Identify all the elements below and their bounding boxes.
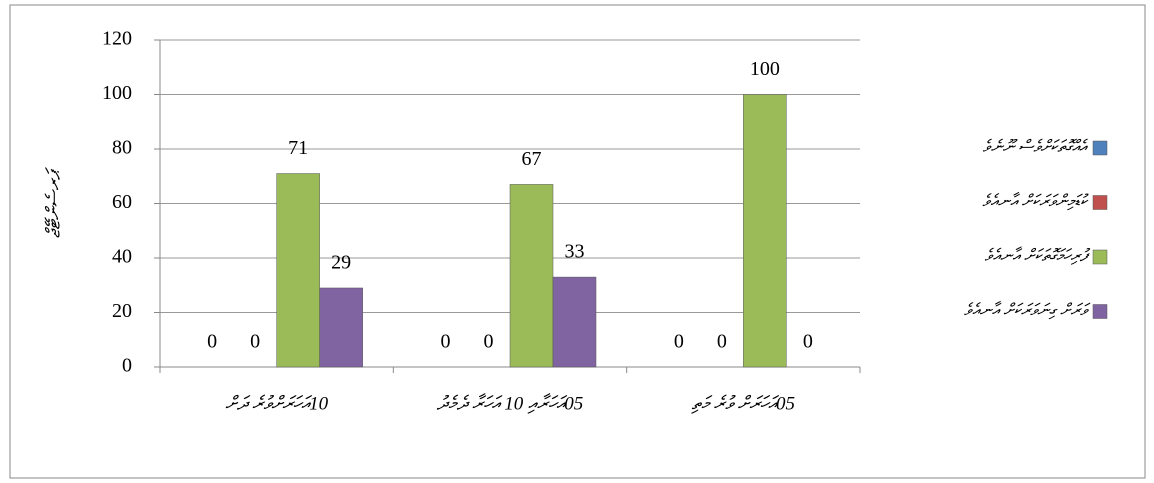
y-tick-label: 40 bbox=[112, 246, 132, 268]
y-tick-label: 120 bbox=[102, 28, 132, 50]
y-tick-label: 0 bbox=[122, 355, 132, 377]
legend-swatch bbox=[1092, 195, 1108, 210]
x-tick-label: 05އަހަރަށް ވުރެ މަތި bbox=[691, 393, 795, 414]
value-label: 29 bbox=[331, 252, 351, 274]
y-axis-label: ޕަރސެންޓޭޖް bbox=[43, 167, 64, 238]
bar bbox=[276, 173, 320, 368]
value-label: 0 bbox=[803, 331, 813, 353]
legend-label: ކުޑަމިންވަރަކަށް އާނއެވެ bbox=[982, 191, 1089, 210]
value-label: 67 bbox=[522, 148, 542, 170]
value-label: 100 bbox=[750, 58, 780, 80]
legend-swatch bbox=[1092, 249, 1108, 265]
value-label: 0 bbox=[250, 331, 260, 353]
legend-swatch bbox=[1092, 304, 1108, 319]
value-label: 0 bbox=[484, 331, 494, 353]
legend-label: އެއްގޮތަކަށްވެސް ނޫނެވެ bbox=[983, 137, 1089, 156]
bar bbox=[509, 184, 554, 368]
y-tick-label: 100 bbox=[102, 82, 132, 104]
bar bbox=[319, 287, 363, 368]
value-label: 0 bbox=[717, 331, 727, 353]
legend-label: ވަރަށް ގިނަވަރަކަށް އާނއެވެ bbox=[964, 300, 1091, 319]
y-tick-label: 20 bbox=[112, 300, 132, 322]
value-label: 0 bbox=[441, 331, 451, 353]
bar bbox=[552, 276, 597, 368]
value-label: 0 bbox=[674, 331, 684, 353]
x-tick-label: 05އަހަރާއި 10 އަހަރާ ދެމެދު bbox=[436, 392, 583, 414]
y-tick-label: 80 bbox=[112, 137, 132, 159]
value-label: 33 bbox=[565, 241, 585, 263]
bar bbox=[743, 94, 787, 368]
legend-label: ފުރިހަމަގޮތަކަށް އާނއެވެ bbox=[985, 246, 1091, 265]
x-tick-label: 10އަހަރަށްވުރެ ދަށް bbox=[225, 393, 328, 414]
chart-border bbox=[9, 4, 1146, 479]
y-tick-label: 60 bbox=[112, 191, 132, 213]
value-label: 71 bbox=[288, 137, 308, 159]
value-label: 0 bbox=[207, 331, 217, 353]
legend-swatch bbox=[1092, 140, 1108, 156]
